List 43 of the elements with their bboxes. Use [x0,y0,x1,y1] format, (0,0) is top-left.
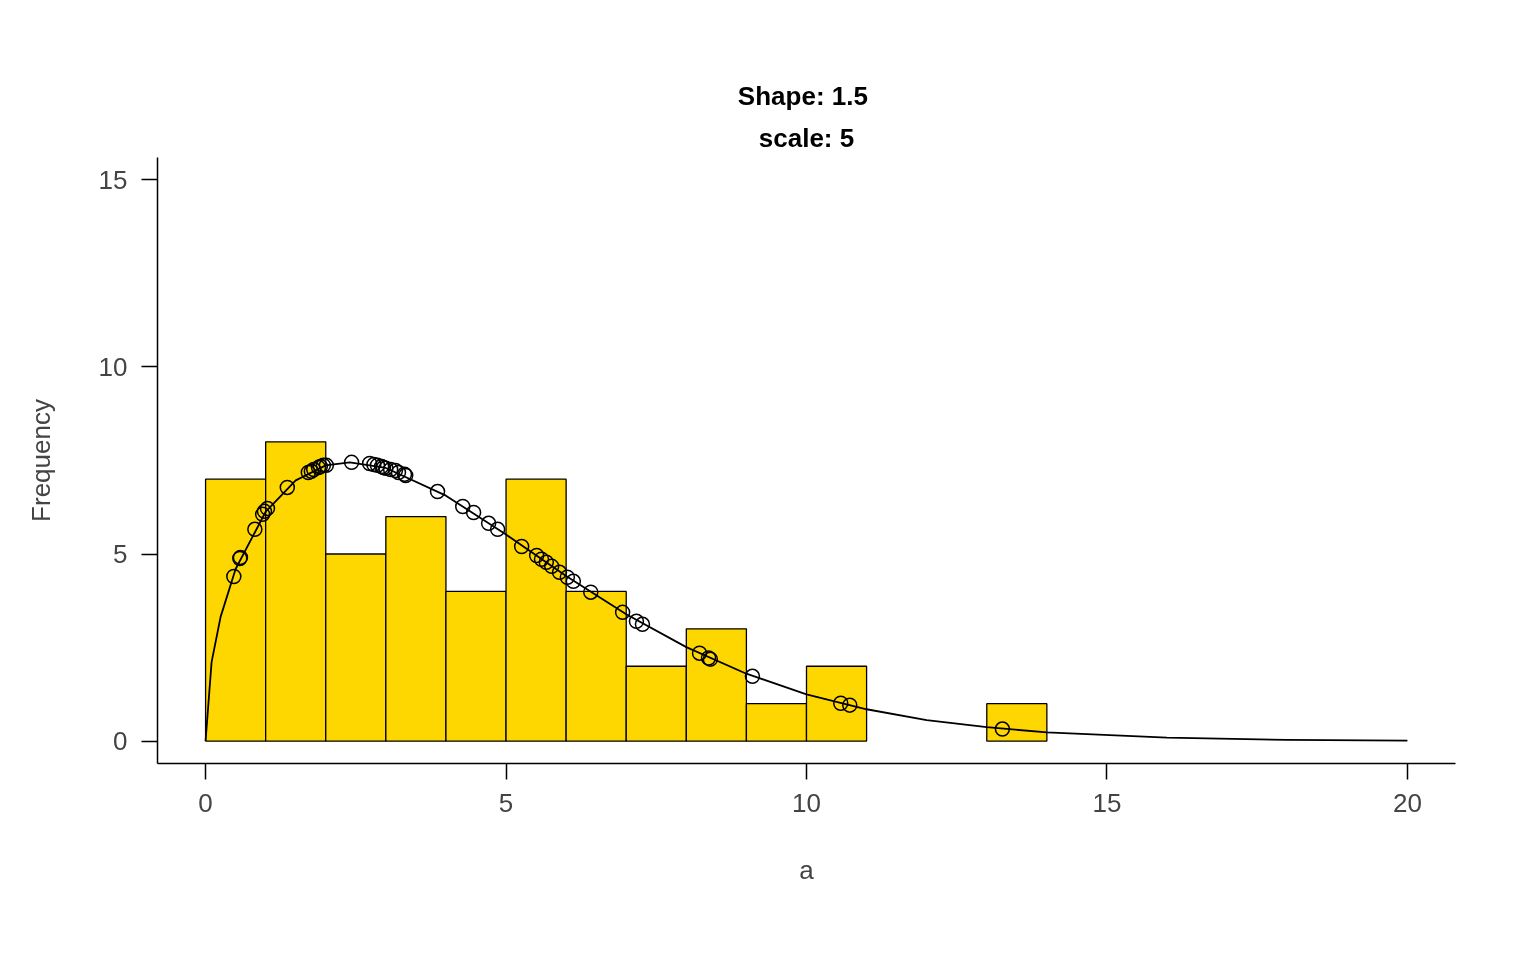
point [551,564,568,581]
point [628,613,645,630]
point [833,695,849,712]
point [583,584,599,600]
y-tick-label: 15 [98,164,128,195]
y-tick-label: 0 [113,726,128,757]
point [226,568,242,585]
point [366,456,382,473]
point [489,521,506,538]
chart-subtitle: scale: 5 [758,122,855,153]
point [429,483,446,500]
point [634,616,651,633]
point [279,479,296,496]
point [842,697,858,713]
point [528,547,545,564]
x-tick-label: 5 [498,787,514,818]
x-tick-label: 0 [198,787,213,818]
point [247,521,263,538]
y-tick-label: 10 [98,351,128,382]
point [480,515,497,532]
point [455,498,471,515]
chart-title: Shape: 1.5 [737,80,868,111]
point [343,454,360,471]
point [691,645,708,661]
point [382,461,399,478]
point [538,554,555,570]
point [543,558,560,575]
point [465,504,482,521]
x-tick-label: 15 [1092,787,1122,818]
x-axis-title: a [799,854,815,885]
point [369,457,386,474]
x-tick-label: 20 [1392,787,1422,818]
y-tick-label: 5 [113,539,128,570]
point [559,569,576,585]
y-axis-title: Frequency [25,399,56,522]
point [361,455,378,472]
point [565,573,582,590]
point [614,604,631,621]
point [533,551,550,567]
point [994,721,1011,737]
point [744,668,761,685]
x-tick-label: 10 [792,787,821,818]
point [513,538,530,555]
